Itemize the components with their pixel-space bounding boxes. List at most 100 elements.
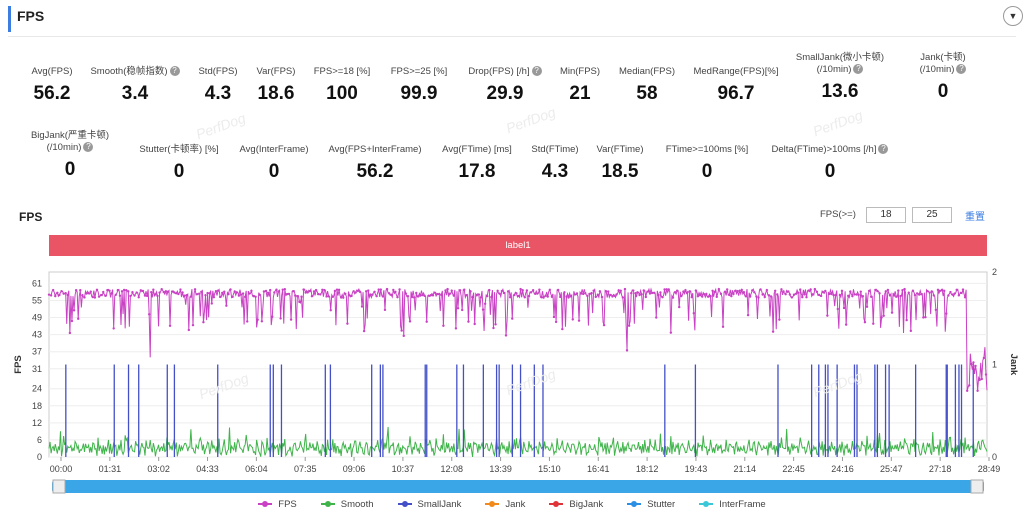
fps-point xyxy=(978,378,981,382)
legend-item-interframe[interactable]: InterFrame xyxy=(699,499,766,510)
fps-point xyxy=(544,294,547,297)
fps-point xyxy=(145,294,149,298)
help-icon[interactable]: ? xyxy=(531,66,542,77)
fps-point xyxy=(571,318,574,321)
metric-r2-2: Avg(InterFrame) 0 xyxy=(214,144,334,183)
fps-point xyxy=(427,294,430,297)
metric-label: FPS>=25 [%] xyxy=(390,66,448,77)
fps-point xyxy=(805,296,808,299)
help-icon[interactable]: ? xyxy=(956,64,967,75)
help-icon[interactable]: ? xyxy=(878,144,889,155)
legend-item-stutter[interactable]: Stutter xyxy=(627,499,675,510)
fps-point xyxy=(377,288,380,291)
legend-swatch xyxy=(320,501,335,508)
fps-point xyxy=(661,295,664,299)
fps-point xyxy=(433,291,437,294)
fps-point xyxy=(630,291,633,295)
metric-r2-7: FTime>=100ms [%] 0 xyxy=(647,144,767,183)
fps-point xyxy=(60,290,63,293)
fps-point xyxy=(546,295,549,298)
fps-point xyxy=(536,292,539,295)
fps-point xyxy=(974,364,977,368)
legend-swatch xyxy=(258,501,273,508)
label-band[interactable]: label1 xyxy=(49,235,987,256)
fps-point xyxy=(594,295,597,299)
fps-point xyxy=(404,292,408,295)
metric-r2-1: Stutter(卡顿率) [%] 0 xyxy=(119,144,239,183)
fps-point xyxy=(769,295,773,298)
fps-point xyxy=(636,291,639,294)
fps-point xyxy=(936,288,940,292)
fps-point xyxy=(556,288,560,292)
fps-point xyxy=(281,288,284,291)
fps-point xyxy=(104,294,107,297)
fps-point xyxy=(198,292,201,295)
fps-point xyxy=(162,290,165,294)
legend-item-smooth[interactable]: Smooth xyxy=(320,499,374,510)
reset-link[interactable]: 重置 xyxy=(965,212,985,223)
fps-point xyxy=(335,288,339,291)
fps-point xyxy=(463,288,466,291)
fps-point xyxy=(819,294,823,298)
y-tick-label: 31 xyxy=(32,364,42,374)
fps-point xyxy=(621,296,625,299)
legend-item-fps[interactable]: FPS xyxy=(258,499,297,510)
time-range-scrollbar[interactable] xyxy=(52,480,984,493)
fps-point xyxy=(521,289,524,292)
legend-item-jank[interactable]: Jank xyxy=(485,499,525,510)
fps-point xyxy=(456,307,460,310)
fps-point xyxy=(419,294,422,297)
fps-point xyxy=(385,287,389,291)
fps-point xyxy=(233,290,236,293)
fps-point xyxy=(93,296,97,299)
fps-point xyxy=(965,389,969,392)
legend-item-bigjank[interactable]: BigJank xyxy=(549,499,603,510)
chevron-down-icon[interactable]: ▼ xyxy=(1003,6,1023,26)
fps-point xyxy=(446,287,449,291)
fps-point xyxy=(227,292,230,296)
fps-point xyxy=(362,329,366,333)
help-icon[interactable]: ? xyxy=(83,142,94,153)
fps-point xyxy=(133,294,136,297)
fps-point xyxy=(705,292,708,296)
fps-point xyxy=(826,314,829,317)
fps-point xyxy=(477,293,481,296)
fps-point xyxy=(72,309,76,312)
y-axis-label: FPS xyxy=(13,355,24,373)
fps-point xyxy=(903,287,906,291)
help-icon[interactable]: ? xyxy=(169,66,180,77)
fps-point xyxy=(229,288,232,291)
fps-point xyxy=(838,293,842,297)
legend-swatch xyxy=(699,501,714,508)
fps-point xyxy=(235,291,239,294)
fps-point xyxy=(867,289,871,293)
fps-point xyxy=(68,331,72,335)
y2-tick-label: 1 xyxy=(992,360,997,370)
fps-point xyxy=(776,293,779,296)
fps-point xyxy=(700,295,704,298)
fps-point xyxy=(239,293,243,296)
metric-label: Jank(卡顿) xyxy=(920,52,966,63)
fps-point xyxy=(268,288,272,292)
fps-point xyxy=(824,289,827,293)
fps-point xyxy=(627,324,631,327)
metric-label-sub: (/10min)? xyxy=(10,142,130,154)
fps-point xyxy=(644,295,648,299)
fps-point xyxy=(492,326,495,330)
fps-point xyxy=(753,291,756,294)
help-icon[interactable]: ? xyxy=(853,64,864,75)
fps-point xyxy=(955,288,958,292)
scrollbar-handle[interactable] xyxy=(970,479,984,494)
fps-point xyxy=(423,294,426,298)
fps-point xyxy=(412,296,416,299)
threshold-input-1[interactable]: 18 xyxy=(866,207,906,223)
legend-swatch xyxy=(549,501,564,508)
threshold-input-2[interactable]: 25 xyxy=(912,207,952,223)
scrollbar-handle[interactable] xyxy=(52,479,66,494)
fps-point xyxy=(471,295,474,299)
legend-item-smalljank[interactable]: SmallJank xyxy=(397,499,461,510)
fps-point xyxy=(548,288,552,292)
metric-value: 18.6 xyxy=(257,83,295,104)
fps-point xyxy=(112,327,115,330)
